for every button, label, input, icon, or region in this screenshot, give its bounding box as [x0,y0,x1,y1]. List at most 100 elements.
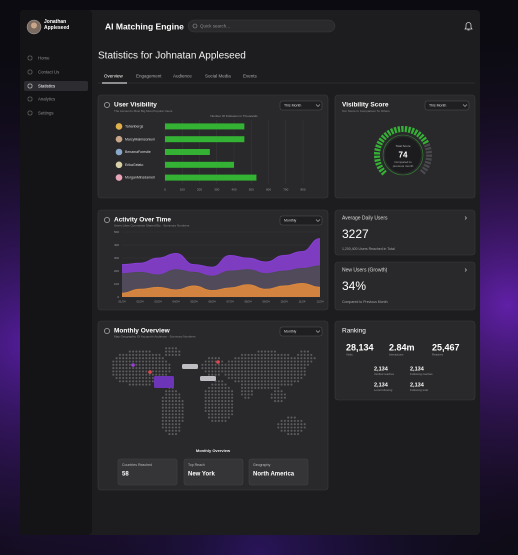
map-tooltip [154,376,174,388]
map-dot [224,419,227,422]
map-dot [293,429,296,432]
map-dot [297,419,300,422]
map-dot [168,396,171,399]
map-dot [151,363,154,366]
gauge-value-label: 74 [399,151,408,160]
map-dot [151,360,154,363]
map-dot [165,419,168,422]
map-dot [290,373,293,376]
map-dot [138,353,141,356]
map-dot [270,357,273,360]
map-dot [240,357,244,360]
map-dot [231,390,234,393]
map-dot [171,406,174,409]
map-dot [171,429,174,432]
dropdown-label[interactable]: Monthly [284,219,297,223]
dropdown[interactable] [424,100,470,111]
map-dot [211,406,214,409]
map-dot [221,360,224,363]
map-dot [171,416,174,419]
tab[interactable]: Events [243,74,258,79]
tab[interactable]: Engagement [136,74,162,79]
dropdown[interactable] [279,100,323,111]
map-dot [178,400,181,403]
map-dot [290,357,293,360]
tab[interactable]: Social Media [205,74,231,79]
map-dot [297,363,300,366]
map-dot [174,416,178,419]
map-dot [145,357,148,360]
map-dot [224,363,227,366]
map-dot [244,360,247,363]
sidebar-item[interactable]: Contact Us [38,69,59,74]
map-dot [237,357,240,360]
map-dot [250,376,253,380]
map-dot [178,419,181,422]
sidebar-item[interactable]: Settings [38,110,54,115]
map-dot [174,353,178,356]
map-dot [247,357,250,360]
map-dot [178,416,181,419]
map-dot [310,357,313,360]
map-dot [227,406,230,409]
dropdown[interactable] [279,215,323,226]
card-subtitle: The Account's Most Big Most Popular User… [114,109,173,113]
map-dot [244,370,247,373]
sidebar-item[interactable]: Statistics [38,83,55,88]
map-dot [151,370,154,373]
search-box[interactable] [187,19,336,33]
map-dot [217,380,220,383]
sidebar-item[interactable]: Analytics [38,96,55,101]
map-dot [207,413,211,416]
map-dot [165,400,168,403]
map-dot [254,376,257,380]
map-dot [214,400,217,403]
dropdown[interactable] [279,326,323,337]
area-line [121,282,321,294]
map-dot [247,390,250,393]
map-dot [247,370,250,373]
map-dot [151,380,154,383]
map-dot [290,363,293,366]
y-tick-label: ErikaGelato [125,163,143,167]
map-dot [214,406,217,409]
tab[interactable]: Audience [173,74,192,79]
sidebar-item[interactable]: Home [38,55,50,60]
map-dot [141,376,145,380]
map-dot [115,373,118,376]
map-dot [141,367,145,370]
map-dot [250,363,253,366]
map-dot [207,406,211,409]
map-dot [161,400,164,403]
card-arrow [464,268,467,272]
map-dot [270,380,273,383]
y-tick-label: MarcyMakinsonium [125,137,155,141]
map-dot [135,350,138,353]
map-dot [148,380,151,383]
map-dot [254,367,257,370]
map-dot [178,350,181,353]
map-dot [178,413,181,416]
notification-bell[interactable] [464,22,473,31]
search-placeholder[interactable]: Quick search... [200,23,230,28]
map-dot [204,393,207,396]
map-dot [293,370,296,373]
map-dot [224,409,227,413]
map-dot [155,363,158,366]
map-dot [231,370,234,373]
map-dot [221,390,224,393]
map-dot [112,367,115,370]
map-dot [161,409,164,413]
map-dot [254,353,257,356]
rank-value: 28,134 [346,342,374,352]
map-dot [118,363,121,366]
card-title: Average Daily Users [342,215,388,221]
dropdown-label[interactable]: This Month [429,104,446,108]
user-avatar [115,174,123,181]
map-dot [240,370,244,373]
tab[interactable]: Overview [104,74,124,79]
map-dot [135,363,138,366]
dropdown-label[interactable]: This Month [284,104,301,108]
map-dot [138,380,141,383]
dropdown-label[interactable]: Monthly [284,330,297,334]
